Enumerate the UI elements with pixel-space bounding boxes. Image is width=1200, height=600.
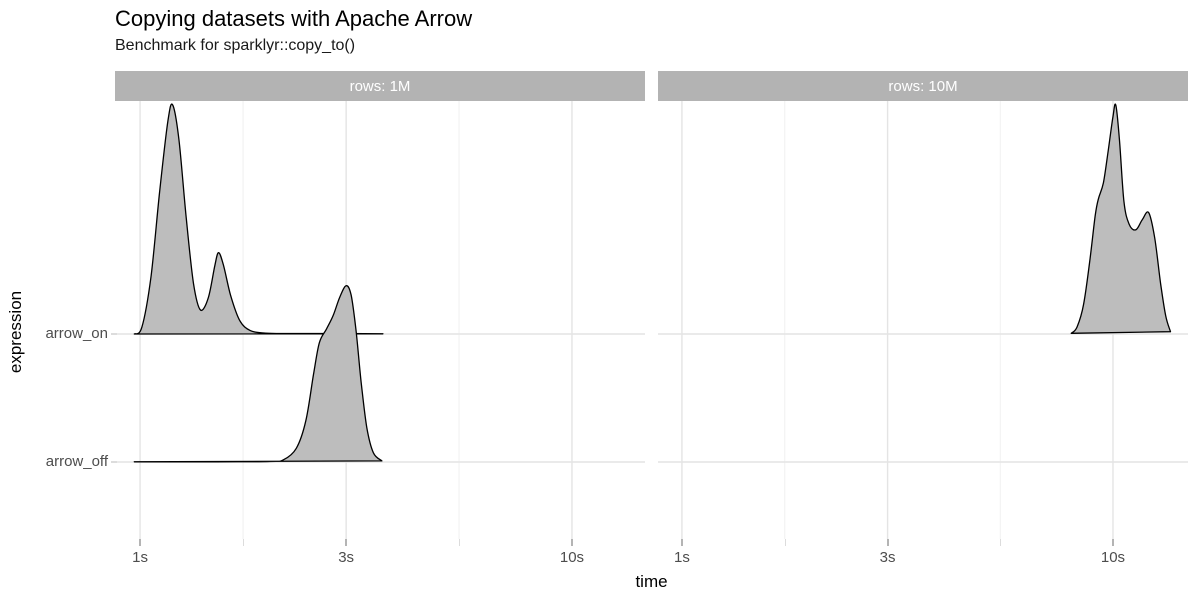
x-tick-label: 1s [132, 549, 148, 566]
x-tick-label: 10s [1100, 549, 1126, 566]
facet-strip-label: rows: 10M [888, 77, 958, 95]
density-panel-rows-1m [115, 101, 645, 539]
density-ridge-arrow_on [1070, 103, 1172, 334]
density-ridge-arrow_off [133, 285, 383, 463]
x-tick-mark [886, 539, 889, 546]
x-axis-title: time [635, 572, 668, 591]
facet-strip-rows-10m: rows: 10M [658, 71, 1188, 101]
facet-strip-label: rows: 1M [349, 77, 411, 95]
y-axis-title: expression [6, 290, 25, 374]
x-minor-tick-mark [1000, 539, 1002, 546]
x-minor-tick-mark [459, 539, 461, 546]
x-minor-tick-mark [784, 539, 786, 546]
x-tick-label: 10s [559, 549, 585, 566]
y-tick-mark [111, 461, 117, 463]
x-tick-label: 3s [338, 549, 355, 566]
x-tick-label: 3s [879, 549, 896, 566]
facet-strip-rows-1m: rows: 1M [115, 71, 645, 101]
y-category-label-arrow-on: arrow_on [45, 325, 108, 342]
density-panel-rows-10m [658, 101, 1188, 539]
y-tick-mark [111, 333, 117, 335]
x-tick-label: 1s [674, 549, 690, 566]
y-category-label-arrow-off: arrow_off [45, 453, 108, 470]
x-tick-mark [1111, 539, 1114, 546]
x-tick-mark [345, 539, 348, 546]
x-minor-tick-mark [243, 539, 245, 546]
x-tick-mark [680, 539, 683, 546]
density-ridge-arrow_on [133, 103, 384, 335]
chart-title: Copying datasets with Apache Arrow [115, 6, 473, 31]
x-tick-mark [139, 539, 142, 546]
x-tick-mark [570, 539, 573, 546]
chart-subtitle: Benchmark for sparklyr::copy_to() [115, 37, 356, 54]
